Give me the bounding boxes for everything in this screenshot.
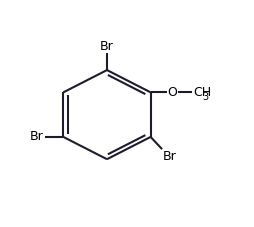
Text: Br: Br: [30, 131, 43, 143]
Text: 3: 3: [202, 92, 208, 102]
Text: Br: Br: [100, 39, 113, 53]
Text: CH: CH: [192, 86, 210, 99]
Text: Br: Br: [162, 150, 176, 163]
Text: O: O: [167, 86, 177, 99]
